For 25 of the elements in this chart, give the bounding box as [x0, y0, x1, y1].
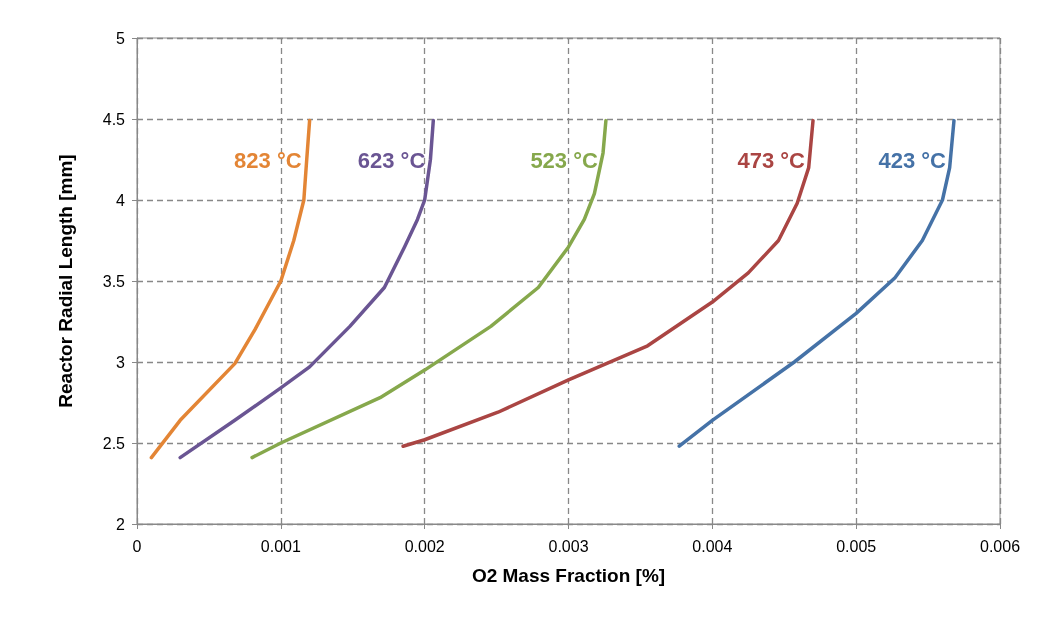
y-tick-label: 4.5	[102, 110, 126, 128]
x-tick-label: 0.005	[836, 537, 877, 555]
x-tick-label: 0.004	[692, 537, 733, 555]
y-tick-label: 2.5	[102, 434, 126, 452]
y-tick-label: 5	[116, 29, 126, 47]
y-tick-label: 4	[116, 191, 126, 209]
x-axis-title: O2 Mass Fraction [%]	[471, 565, 666, 586]
series-label: 523 °C	[530, 148, 598, 174]
series-label: 423 °C	[878, 148, 947, 174]
y-tick-label: 2	[116, 515, 126, 533]
series-label: 473 °C	[737, 148, 806, 174]
y-axis-title: Reactor Radial Length [mm]	[55, 154, 76, 408]
line-series	[677, 118, 956, 448]
line-series	[149, 118, 312, 460]
y-tick-label: 3.5	[102, 272, 126, 290]
y-tick-label: 3	[116, 353, 126, 371]
series-label: 623 °C	[357, 148, 426, 174]
x-tick-label: 0	[132, 537, 142, 555]
line-series	[401, 118, 815, 448]
x-tick-label: 0.003	[548, 537, 589, 555]
series-label: 823 °C	[234, 148, 302, 174]
x-tick-label: 0.002	[404, 537, 445, 555]
line-series	[178, 118, 436, 460]
x-tick-label: 0.001	[260, 537, 301, 555]
x-tick-label: 0.006	[979, 537, 1021, 555]
